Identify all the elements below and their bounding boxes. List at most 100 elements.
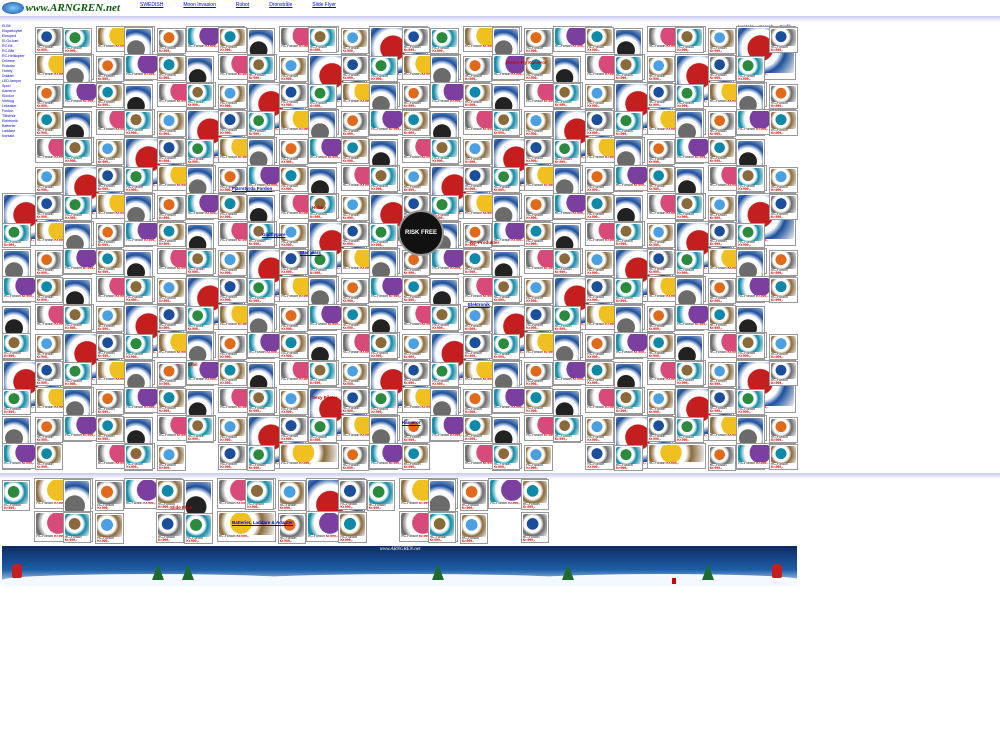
- product-tile[interactable]: RC-Fordon Kr.999,-: [430, 305, 459, 331]
- product-tile[interactable]: RC-Fordon Kr.999,-: [707, 388, 737, 415]
- product-tile[interactable]: RC-Fordon Kr.999,-: [340, 305, 370, 331]
- leftnav-item[interactable]: Kontakt: [2, 134, 15, 138]
- product-tile[interactable]: RC-Fordon Kr.999,-: [185, 306, 215, 332]
- product-tile[interactable]: RC-Fordon Kr.999,-: [707, 28, 737, 54]
- product-tile[interactable]: RC-Fordon Kr.999,-: [736, 55, 765, 82]
- product-tile[interactable]: RC-Fordon Kr.999,-: [308, 417, 337, 443]
- product-tile[interactable]: RC-Fordon Kr.999,-: [585, 193, 614, 220]
- product-tile[interactable]: RC-Fordon Kr.999,-: [277, 480, 306, 511]
- product-tile[interactable]: RC-Fordon Kr.999,-: [520, 479, 550, 510]
- header-link[interactable]: Dronstråle: [269, 2, 293, 8]
- product-tile[interactable]: RC-Fordon Kr.999,-: [769, 110, 798, 137]
- product-tile[interactable]: RC-Fordon Kr.999,-: [2, 480, 31, 511]
- leftnav-item[interactable]: Batterier: [2, 124, 16, 128]
- product-tile[interactable]: RC-Fordon Kr.999,-: [95, 166, 125, 192]
- product-tile[interactable]: RC-Fordon Kr.999,-: [646, 389, 676, 416]
- product-tile[interactable]: RC-Fordon Kr.999,-: [524, 138, 553, 164]
- product-tile[interactable]: RC-Fordon Kr.999,-: [95, 389, 125, 416]
- product-tile[interactable]: RC-Fordon Kr.999,-: [707, 111, 737, 138]
- product-tile[interactable]: RC-Fordon Kr.999,-: [585, 83, 614, 110]
- product-tile[interactable]: RC-Fordon Kr.999,-: [340, 445, 370, 471]
- section-headline[interactable]: RC-Produkter: [470, 240, 500, 245]
- product-tile[interactable]: RC-Fordon Kr.999,-: [614, 445, 643, 471]
- product-tile[interactable]: RC-Fordon Kr.999,-: [157, 111, 186, 138]
- section-headline[interactable]: Slide Flyer: [170, 505, 193, 510]
- product-tile[interactable]: RC-Fordon Kr.999,-: [646, 166, 676, 192]
- product-tile[interactable]: RC-Fordon Kr.999,-: [675, 193, 704, 220]
- product-tile[interactable]: RC-Fordon Kr.999,-: [124, 110, 153, 137]
- product-tile[interactable]: RC-Fordon Kr.999,-: [707, 138, 737, 164]
- product-tile[interactable]: RC-Fordon Kr.999,-: [157, 361, 186, 388]
- product-tile[interactable]: RC-Fordon Kr.999,-: [124, 444, 153, 470]
- product-tile[interactable]: RC-Fordon Kr.999,-: [585, 360, 614, 387]
- product-tile[interactable]: RC-Fordon Kr.999,-: [63, 28, 92, 54]
- section-headline[interactable]: Star Wars: [300, 250, 321, 255]
- product-tile[interactable]: RC-Fordon Kr.999,-: [308, 193, 337, 220]
- section-headline[interactable]: Fjärrstyrda Fordon: [232, 186, 273, 191]
- leftnav-item[interactable]: Sport: [2, 84, 11, 88]
- product-tile[interactable]: RC-Fordon Kr.999,-: [340, 111, 370, 138]
- product-tile[interactable]: RC-Fordon Kr.999,-: [157, 388, 186, 415]
- product-tile[interactable]: RC-Fordon Kr.999,-: [491, 333, 521, 360]
- product-tile[interactable]: RC-Fordon Kr.999,-: [430, 138, 459, 164]
- product-tile[interactable]: RC-Fordon Kr.999,-: [675, 83, 704, 110]
- product-tile[interactable]: RC-Fordon Kr.999,-: [524, 361, 553, 388]
- section-headline[interactable]: Glidflygare: [262, 232, 286, 237]
- product-tile[interactable]: RC-Fordon Kr.999,-: [585, 167, 614, 193]
- product-tile[interactable]: RC-Fordon Kr.999,-: [157, 278, 186, 304]
- product-tile[interactable]: RC-Fordon Kr.999,-: [524, 54, 553, 81]
- product-tile[interactable]: RC-Fordon Kr.999,-: [646, 306, 676, 332]
- product-tile[interactable]: RC-Fordon Kr.999,-: [552, 306, 582, 332]
- product-tile[interactable]: RC-Fordon Kr.999,-: [736, 389, 765, 416]
- product-tile[interactable]: RC-Fordon Kr.999,-: [63, 138, 92, 164]
- product-tile[interactable]: RC-Fordon Kr.999,-: [614, 221, 643, 248]
- product-tile[interactable]: RC-Fordon Kr.999,-: [769, 417, 798, 443]
- product-tile[interactable]: RC-Fordon Kr.999,-: [369, 332, 398, 359]
- product-tile[interactable]: RC-Fordon Kr.999,-: [157, 305, 186, 331]
- product-tile[interactable]: RC-Fordon Kr.999,-: [63, 361, 92, 388]
- section-headline[interactable]: Elbil: [188, 362, 198, 367]
- product-tile[interactable]: RC-Fordon Kr.999,-: [707, 194, 737, 221]
- product-tile[interactable]: RC-Fordon Kr.999,-: [185, 82, 215, 109]
- product-tile[interactable]: RC-Fordon Kr.999,-: [95, 139, 125, 165]
- product-tile[interactable]: RC-Fordon Kr.999,-: [585, 444, 614, 470]
- product-tile[interactable]: RC-Fordon Kr.999,-: [675, 250, 704, 277]
- leftnav-item[interactable]: Drönare: [2, 59, 15, 63]
- leftnav-item[interactable]: El-Go-kart: [2, 39, 19, 43]
- product-tile[interactable]: RC-Fordon Kr.999,-: [246, 54, 276, 81]
- product-tile[interactable]: RC-Fordon Kr.999,-: [585, 27, 614, 53]
- product-tile[interactable]: RC-Fordon Kr.999,-: [675, 27, 704, 53]
- product-tile[interactable]: RC-Fordon Kr.999,-: [157, 221, 186, 248]
- product-tile[interactable]: RC-Fordon Kr.999,-: [279, 443, 339, 469]
- product-tile[interactable]: RC-Fordon Kr.999,-: [524, 194, 553, 221]
- leftnav-item[interactable]: Elektronik: [2, 119, 18, 123]
- product-tile[interactable]: RC-Fordon Kr.999,-: [279, 389, 308, 416]
- product-tile[interactable]: RC-Fordon Kr.999,-: [552, 139, 582, 165]
- product-tile[interactable]: RC-Fordon Kr.999,-: [218, 333, 247, 360]
- leftnav-item[interactable]: Klockor: [2, 94, 14, 98]
- product-tile[interactable]: RC-Fordon Kr.999,-: [585, 417, 614, 443]
- leftnav-item[interactable]: LED-lampor: [2, 79, 22, 83]
- product-tile[interactable]: RC-Fordon Kr.999,-: [401, 417, 431, 443]
- product-tile[interactable]: RC-Fordon Kr.999,-: [585, 277, 614, 303]
- product-tile[interactable]: RC-Fordon Kr.999,-: [95, 249, 125, 276]
- product-tile[interactable]: RC-Fordon Kr.999,-: [340, 138, 370, 164]
- leftnav-item[interactable]: Robotar: [2, 64, 15, 68]
- section-headline[interactable]: Drone-Fly Kameror: [506, 60, 547, 65]
- product-tile[interactable]: RC-Fordon Kr.999,-: [34, 27, 64, 53]
- product-tile[interactable]: RC-Fordon Kr.999,-: [308, 83, 337, 110]
- product-tile[interactable]: RC-Fordon Kr.999,-: [95, 332, 125, 359]
- product-tile[interactable]: RC-Fordon Kr.999,-: [338, 512, 367, 543]
- product-tile[interactable]: RC-Fordon Kr.999,-: [769, 27, 798, 53]
- product-tile[interactable]: RC-Fordon Kr.999,-: [279, 82, 308, 109]
- product-tile[interactable]: RC-Fordon Kr.999,-: [614, 388, 643, 415]
- product-tile[interactable]: RC-Fordon Kr.999,-: [491, 444, 521, 470]
- product-tile[interactable]: RC-Fordon Kr.999,-: [63, 305, 92, 331]
- leftnav-item[interactable]: Hobby: [2, 69, 13, 73]
- product-tile[interactable]: RC-Fordon Kr.999,-: [218, 277, 247, 303]
- product-tile[interactable]: RC-Fordon Kr.999,-: [707, 221, 737, 248]
- product-tile[interactable]: RC-Fordon Kr.999,-: [769, 360, 798, 387]
- product-tile[interactable]: RC-Fordon Kr.999,-: [520, 512, 550, 543]
- product-tile[interactable]: RC-Fordon Kr.999,-: [279, 222, 308, 249]
- product-tile[interactable]: RC-Fordon Kr.999,-: [585, 250, 614, 277]
